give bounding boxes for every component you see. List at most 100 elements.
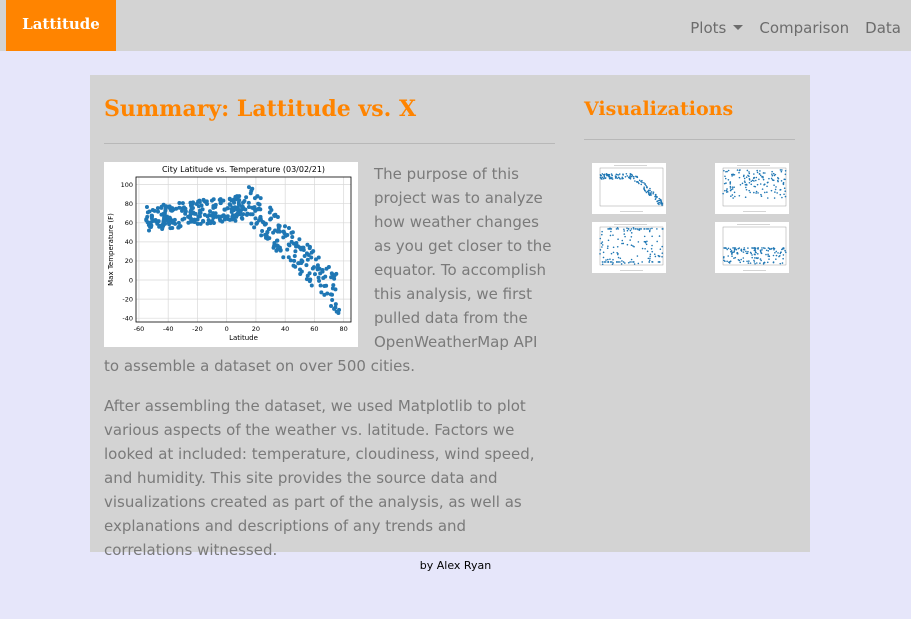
- data-point: [775, 254, 778, 257]
- data-point: [289, 239, 294, 244]
- data-point: [601, 241, 604, 243]
- data-point: [607, 258, 609, 261]
- data-point: [738, 194, 741, 197]
- data-point: [773, 197, 776, 199]
- y-tick-label: 60: [125, 219, 133, 227]
- data-point: [733, 250, 736, 253]
- latitude-temperature-plot[interactable]: City Latitude vs. Temperature (03/02/21)…: [104, 162, 358, 347]
- data-point: [651, 244, 653, 247]
- data-point: [751, 254, 753, 256]
- data-point: [298, 272, 303, 277]
- data-point: [753, 259, 755, 262]
- data-point: [657, 199, 660, 202]
- humidity-plot-thumbnail[interactable]: [715, 163, 789, 214]
- data-point: [218, 201, 223, 206]
- data-point: [632, 261, 635, 263]
- data-point: [646, 250, 649, 253]
- data-point: [609, 261, 612, 263]
- data-point: [759, 183, 762, 185]
- cloudiness-plot-thumbnail[interactable]: [592, 222, 666, 273]
- nav-item-plots[interactable]: Plots: [690, 19, 744, 37]
- data-point: [626, 175, 629, 177]
- data-point: [235, 205, 240, 210]
- divider: [584, 139, 795, 140]
- content-panel: Summary: Lattitude vs. X City Latitude v…: [90, 75, 810, 559]
- data-point: [739, 184, 742, 186]
- data-point: [156, 209, 161, 214]
- data-point: [774, 188, 777, 191]
- data-point: [601, 263, 604, 266]
- y-axis-label: Max Temperature (F): [107, 213, 115, 286]
- data-point: [732, 197, 734, 199]
- nav-item-data[interactable]: Data: [865, 19, 901, 37]
- nav-item-comparison[interactable]: Comparison: [759, 19, 849, 37]
- temperature-plot-thumbnail[interactable]: [592, 163, 666, 214]
- wind-speed-plot-thumbnail[interactable]: [715, 222, 789, 273]
- data-point: [648, 259, 651, 262]
- data-point: [272, 240, 277, 245]
- data-point: [769, 248, 771, 251]
- data-point: [610, 173, 613, 175]
- data-point: [599, 253, 601, 255]
- data-point: [249, 221, 254, 226]
- data-point: [756, 253, 759, 255]
- data-point: [784, 249, 786, 252]
- data-point: [651, 250, 654, 253]
- data-point: [606, 247, 609, 250]
- data-point: [293, 249, 298, 254]
- data-point: [757, 192, 759, 194]
- data-point: [658, 261, 661, 263]
- data-point: [765, 253, 767, 256]
- data-point: [647, 191, 650, 193]
- data-point: [731, 186, 734, 188]
- data-point: [775, 250, 778, 253]
- data-point: [638, 228, 641, 230]
- data-point: [297, 237, 302, 242]
- data-point: [201, 197, 206, 202]
- data-point: [649, 189, 651, 192]
- data-point: [651, 227, 653, 230]
- y-tick-label: 100: [121, 181, 133, 189]
- data-point: [206, 218, 211, 223]
- data-point: [759, 262, 761, 265]
- data-point: [213, 204, 218, 209]
- data-point: [227, 196, 232, 201]
- data-point: [767, 181, 769, 184]
- data-point: [615, 228, 618, 230]
- data-point: [246, 200, 251, 205]
- data-point: [767, 253, 769, 256]
- data-point: [743, 177, 746, 180]
- data-point: [217, 197, 222, 202]
- data-point: [654, 198, 657, 200]
- data-point: [641, 179, 643, 182]
- data-point: [242, 199, 247, 204]
- data-point: [729, 248, 732, 251]
- data-point: [606, 174, 608, 177]
- data-point: [332, 306, 337, 311]
- data-point: [237, 194, 242, 199]
- data-point: [144, 218, 149, 223]
- data-point: [750, 252, 753, 255]
- data-point: [253, 216, 258, 221]
- data-point: [657, 261, 660, 263]
- data-point: [785, 251, 787, 254]
- data-point: [758, 172, 761, 175]
- data-point: [189, 211, 194, 216]
- data-point: [657, 254, 660, 257]
- data-point: [731, 255, 733, 258]
- data-point: [750, 180, 753, 183]
- data-point: [725, 170, 727, 173]
- data-point: [237, 198, 242, 203]
- data-point: [749, 191, 751, 194]
- data-point: [601, 261, 604, 263]
- data-point: [728, 261, 730, 264]
- data-point: [230, 214, 235, 219]
- data-point: [609, 234, 612, 237]
- brand-link[interactable]: Lattitude: [6, 0, 116, 51]
- data-point: [759, 170, 761, 172]
- data-point: [627, 261, 630, 264]
- nav-item-label: Comparison: [759, 18, 850, 37]
- data-point: [622, 261, 625, 263]
- data-point: [612, 251, 615, 254]
- data-point: [756, 169, 758, 172]
